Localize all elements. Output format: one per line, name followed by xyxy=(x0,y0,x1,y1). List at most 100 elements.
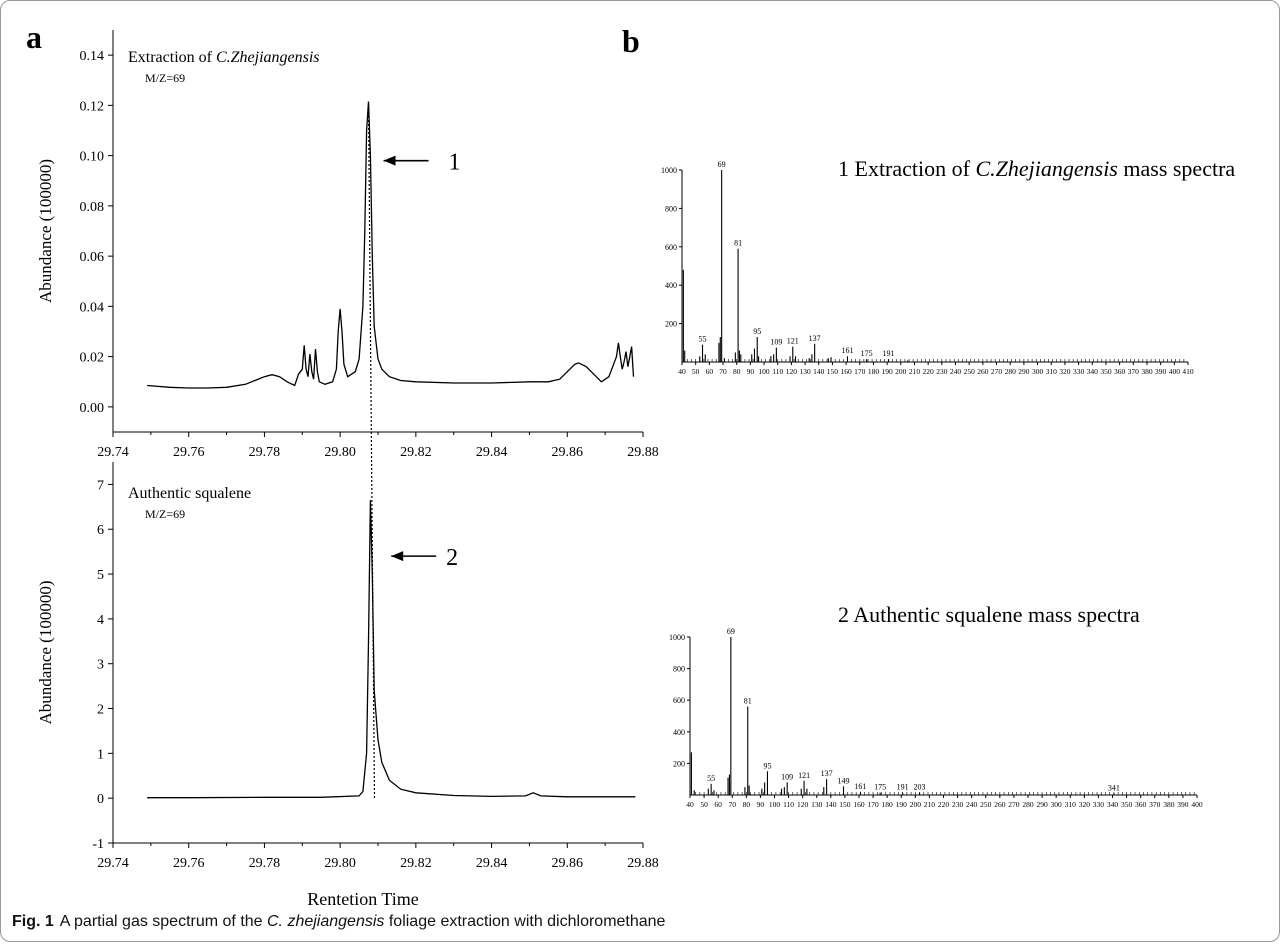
x-tick-label: 29.74 xyxy=(97,445,129,460)
y-tick-label: 800 xyxy=(665,204,677,213)
peak-label: 1 xyxy=(449,150,461,176)
peak-mz-label: 55 xyxy=(707,774,715,783)
x-tick-label: 380 xyxy=(1163,800,1175,809)
x-tick-label: 290 xyxy=(1018,367,1030,376)
peak-mz-label: 149 xyxy=(838,776,850,785)
x-tick-label: 380 xyxy=(1141,367,1153,376)
x-tick-label: 270 xyxy=(991,367,1003,376)
x-tick-label: 70 xyxy=(719,367,727,376)
x-tick-label: 110 xyxy=(783,800,794,809)
peak-mz-label: 121 xyxy=(798,771,810,780)
x-tick-label: 210 xyxy=(909,367,921,376)
caption-text-2: foliage extraction with dichloromethane xyxy=(384,913,666,930)
x-tick-label: 29.78 xyxy=(249,445,281,460)
spectrum-title: 1 Extraction of C.Zhejiangensis mass spe… xyxy=(838,156,1235,181)
x-tick-label: 370 xyxy=(1149,800,1161,809)
x-tick-label: 60 xyxy=(714,800,722,809)
x-tick-label: 400 xyxy=(1169,367,1181,376)
panel-letter-a: a xyxy=(26,19,42,55)
peak-mz-label: 341 xyxy=(1108,783,1120,792)
y-axis-label: Abundance (100000) xyxy=(36,581,55,725)
x-tick-label: 250 xyxy=(964,367,976,376)
peak-mz-label: 109 xyxy=(770,338,782,347)
y-tick-label: 2 xyxy=(97,703,104,718)
x-tick-label: 29.86 xyxy=(552,445,584,460)
y-tick-label: 200 xyxy=(673,759,685,768)
peak-mz-label: 191 xyxy=(897,783,909,792)
y-tick-label: 0 xyxy=(97,792,104,807)
peak-mz-label: 81 xyxy=(744,697,752,706)
caption-text-1: A partial gas spectrum of the xyxy=(59,913,267,930)
x-tick-label: 240 xyxy=(950,367,962,376)
peak-mz-label: 95 xyxy=(763,761,771,770)
x-tick-label: 280 xyxy=(1022,800,1034,809)
peak-mz-label: 203 xyxy=(914,783,926,792)
x-tick-label: 220 xyxy=(938,800,950,809)
y-tick-label: 800 xyxy=(673,665,685,674)
panel-letter-b: b xyxy=(622,23,640,59)
chart-subtitle: M/Z=69 xyxy=(145,71,185,85)
y-tick-label: 0.14 xyxy=(80,49,105,64)
x-tick-label: 130 xyxy=(811,800,823,809)
x-tick-label: 340 xyxy=(1107,800,1119,809)
x-tick-label: 29.84 xyxy=(476,445,508,460)
peak-arrow-head xyxy=(383,155,396,166)
y-tick-label: 0.04 xyxy=(80,300,105,315)
y-tick-label: 0.08 xyxy=(80,200,105,215)
peak-mz-label: 95 xyxy=(753,327,761,336)
x-tick-label: 29.86 xyxy=(552,856,584,871)
x-tick-label: 280 xyxy=(1005,367,1017,376)
x-tick-label: 190 xyxy=(896,800,908,809)
x-tick-label: 260 xyxy=(994,800,1006,809)
x-tick-label: 29.76 xyxy=(173,856,205,871)
x-tick-label: 350 xyxy=(1100,367,1112,376)
x-tick-label: 190 xyxy=(882,367,894,376)
x-tick-label: 29.74 xyxy=(97,856,129,871)
x-tick-label: 50 xyxy=(692,367,700,376)
y-tick-label: 3 xyxy=(97,658,104,673)
x-tick-label: 290 xyxy=(1036,800,1048,809)
x-tick-label: 29.84 xyxy=(476,856,508,871)
chart-title: Authentic squalene xyxy=(128,485,251,502)
x-tick-label: 320 xyxy=(1079,800,1091,809)
x-tick-label: 29.88 xyxy=(627,445,659,460)
x-tick-label: 240 xyxy=(966,800,978,809)
x-tick-label: 80 xyxy=(743,800,751,809)
y-tick-label: 400 xyxy=(665,281,677,290)
x-tick-label: 310 xyxy=(1065,800,1077,809)
x-tick-label: 40 xyxy=(686,800,694,809)
y-tick-label: 1000 xyxy=(669,633,685,642)
x-tick-label: 100 xyxy=(758,367,770,376)
spectrum-title: 2 Authentic squalene mass spectra xyxy=(838,602,1140,627)
x-tick-label: 220 xyxy=(923,367,935,376)
peak-mz-label: 161 xyxy=(854,782,866,791)
x-tick-label: 29.82 xyxy=(400,856,432,871)
mass-spectrum-squalene: 200 400 600 800 1000 40 50 60 70 80 90 100 110 120 130… xyxy=(669,602,1203,809)
chart-title-text: Authentic squalene xyxy=(128,485,251,502)
x-tick-label: 180 xyxy=(882,800,894,809)
peak-mz-label: 175 xyxy=(874,783,886,792)
spectrum-title-suffix: mass spectra xyxy=(1118,156,1236,181)
peak-mz-label: 121 xyxy=(787,337,799,346)
x-tick-label: 140 xyxy=(813,367,825,376)
x-tick-label: 340 xyxy=(1087,367,1099,376)
x-tick-label: 29.82 xyxy=(400,445,432,460)
x-tick-label: 70 xyxy=(729,800,737,809)
chart-title: Extraction of C.Zhejiangensis xyxy=(128,49,320,66)
chromatogram-extraction: 0.00 0.02 0.04 0.06 0.08 0.10 0.12 0.14 29.74 29.… xyxy=(36,30,659,460)
x-tick-label: 150 xyxy=(839,800,851,809)
x-tick-label: 160 xyxy=(853,800,865,809)
x-tick-label: 80 xyxy=(733,367,741,376)
x-tick-label: 90 xyxy=(747,367,755,376)
peak-mz-label: 137 xyxy=(821,769,833,778)
y-tick-label: 200 xyxy=(665,320,677,329)
x-tick-label: 330 xyxy=(1093,800,1105,809)
peak-mz-label: 175 xyxy=(861,349,873,358)
x-tick-label: 230 xyxy=(936,367,948,376)
x-tick-label: 29.76 xyxy=(173,445,205,460)
x-tick-label: 100 xyxy=(769,800,781,809)
x-tick-label: 270 xyxy=(1008,800,1020,809)
mass-spectrum-extraction: 200 400 600 800 1000 40 50 60 70 80 90 100 110 120 130… xyxy=(661,156,1235,376)
x-tick-label: 29.88 xyxy=(627,856,659,871)
